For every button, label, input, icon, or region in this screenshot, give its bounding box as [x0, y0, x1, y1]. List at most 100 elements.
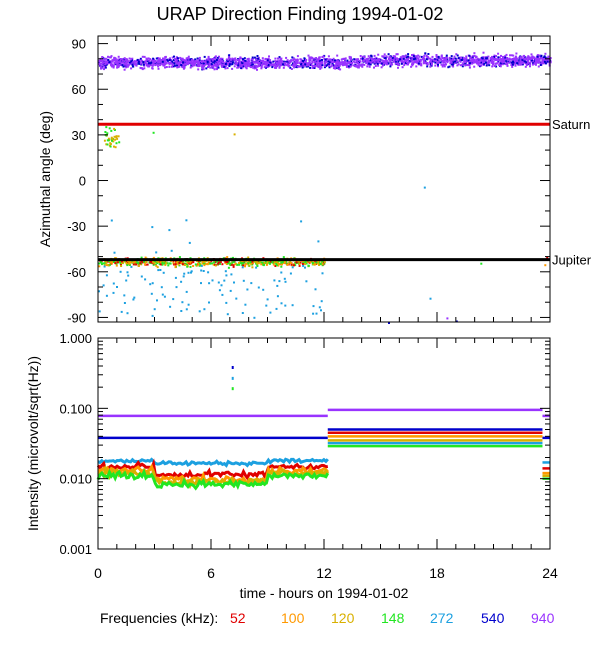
azimuth-point-band [180, 61, 183, 64]
azimuth-point-band [101, 56, 104, 59]
azimuth-point-band [544, 56, 547, 59]
azimuth-point-band [190, 62, 193, 65]
azimuth-point-band [130, 60, 133, 63]
azimuth-point-band [324, 58, 327, 61]
azimuth-point-band [381, 55, 384, 58]
azimuth-point-band [205, 60, 208, 63]
azimuth-point-band [186, 57, 189, 60]
azimuth-point-band [341, 62, 344, 65]
azimuth-point-band [228, 58, 231, 61]
azimuth-point-band [454, 61, 457, 64]
azimuth-point-band [224, 64, 227, 67]
azimuth-point-band [417, 57, 420, 60]
azimuth-point-cluster [306, 261, 309, 263]
azimuth-point-cluster [152, 261, 155, 264]
azimuth-point-band [377, 58, 380, 61]
azimuth-point-cluster [186, 263, 188, 265]
azimuth-point-band [293, 66, 296, 69]
azimuth-point-band [485, 64, 488, 67]
azimuth-point-band [321, 62, 324, 65]
frequency-legend: Frequencies (kHz): 52 100 120 148 272 54… [0, 610, 600, 630]
azimuth-point-cluster [251, 261, 254, 264]
azimuth-point-band [168, 59, 171, 62]
azimuth-point-band [128, 62, 131, 64]
azimuth-point-band [249, 65, 252, 68]
azimuth-point-band [221, 57, 224, 60]
azimuth-point-band [316, 63, 318, 66]
azimuth-point-cluster [287, 262, 290, 265]
azimuth-point-272 [185, 308, 188, 311]
azimuth-point-band [189, 59, 192, 62]
azimuth-point-band [511, 65, 514, 68]
azimuth-point-band [309, 66, 312, 69]
azimuth-point-band [198, 59, 201, 62]
azimuth-point-band [224, 67, 227, 70]
azimuth-point-band [355, 65, 358, 68]
azimuth-point-cluster [114, 262, 117, 265]
azimuth-point-early [114, 138, 117, 141]
azimuth-point-band [392, 57, 394, 60]
azimuth-point-band [415, 55, 418, 58]
azimuth-point-band [406, 63, 409, 66]
azimuth-point-band [329, 58, 332, 61]
intensity-spike [231, 365, 234, 369]
azimuth-point-band [473, 65, 476, 68]
azimuth-point-cluster [167, 264, 170, 267]
azimuth-point-band [415, 59, 418, 62]
azimuth-point-band [442, 64, 445, 67]
azimuth-point-band [530, 60, 533, 63]
azimuth-point-272 [276, 284, 279, 287]
azimuth-point-band [98, 61, 101, 64]
azimuth-point-band [422, 59, 425, 62]
azimuth-point-band [251, 58, 253, 61]
azimuth-point-band [368, 56, 371, 59]
azimuth-point-early [106, 139, 109, 142]
azimuth-point-cluster [155, 260, 158, 263]
azimuth-point-band [480, 64, 483, 67]
azimuth-point-band [213, 57, 215, 60]
azimuth-point-band [514, 64, 517, 67]
azimuth-point-band [416, 57, 419, 60]
azimuth-point-272 [116, 286, 118, 288]
azimuth-point-cluster [165, 262, 168, 265]
azimuth-point-band [322, 55, 325, 58]
azimuth-point-cluster [224, 261, 227, 264]
azimuth-point-band [213, 61, 216, 64]
azimuth-point-band [304, 60, 306, 63]
azimuth-point-band [361, 63, 364, 66]
azimuth-point-band [159, 59, 162, 61]
azimuth-point-cluster [201, 262, 204, 265]
azimuth-point-band [479, 65, 481, 68]
azimuth-point-272 [312, 312, 315, 315]
azimuth-point-band [346, 59, 349, 62]
azimuth-point-cluster [233, 260, 235, 263]
azimuth-point-band [468, 54, 471, 57]
azimuth-point-272 [280, 302, 283, 305]
azimuth-point-band [308, 56, 311, 59]
azimuth-point-band [311, 60, 314, 63]
azimuth-point-band [180, 57, 183, 60]
azimuth-point-272 [230, 273, 233, 276]
azimuth-point-band [504, 55, 507, 58]
azimuth-point-cluster [189, 261, 192, 264]
azimuth-point-band [163, 62, 166, 65]
azimuth-point-band [512, 54, 515, 57]
azimuth-point-early [106, 143, 109, 146]
azimuth-point-band [450, 61, 453, 64]
azimuth-point-band [293, 65, 296, 67]
azimuth-point-band [417, 60, 420, 63]
azimuth-point-band [546, 60, 549, 63]
azimuth-point-band [228, 54, 231, 57]
azimuth-point-band [379, 61, 381, 64]
azimuth-point-band [308, 62, 311, 65]
azimuth-point-band [457, 57, 460, 60]
azimuth-point-band [117, 65, 120, 68]
azimuth-point-band [168, 65, 171, 68]
azimuth-point-cluster [105, 261, 108, 264]
azimuth-point-272 [130, 265, 133, 268]
legend-item-52: 52 [230, 610, 246, 626]
azimuth-point-band [165, 66, 168, 68]
azimuth-ytick-label: 60 [72, 82, 86, 97]
azimuth-point-cluster [243, 260, 246, 263]
azimuth-point-band [411, 59, 414, 62]
